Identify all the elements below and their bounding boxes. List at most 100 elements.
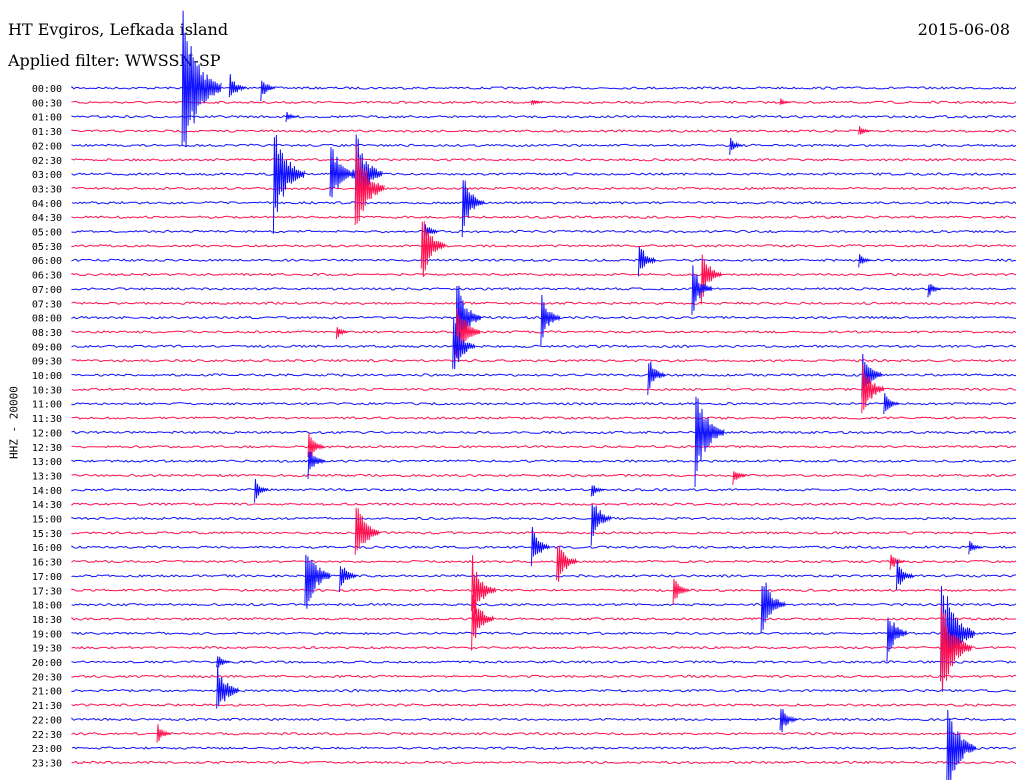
trace-line	[71, 746, 1016, 750]
trace-line	[71, 444, 1017, 449]
event-waveform	[729, 137, 744, 155]
row-time-label: 03:00	[32, 170, 62, 181]
trace-line	[71, 631, 1017, 636]
trace-line	[71, 488, 1017, 492]
trace-line	[71, 172, 1017, 176]
trace-line	[71, 516, 1017, 521]
row-time-label: 00:00	[32, 84, 62, 95]
row-time-label: 01:00	[32, 113, 62, 124]
trace-line	[71, 559, 1017, 564]
trace-line	[71, 186, 1017, 191]
event-waveform	[886, 617, 908, 662]
trace-line	[71, 531, 1017, 535]
trace-line	[71, 244, 1017, 248]
trace-line	[71, 645, 1017, 650]
event-waveform	[307, 433, 325, 459]
trace-line	[71, 616, 1017, 621]
row-time-label: 03:30	[32, 184, 62, 195]
row-time-label: 06:00	[32, 256, 62, 267]
trace-line	[71, 731, 1017, 736]
event-waveform	[216, 656, 231, 668]
trace-line	[71, 473, 1017, 478]
trace-line	[71, 201, 1017, 205]
event-waveform	[156, 724, 172, 743]
trace-line	[71, 301, 1017, 306]
event-waveform	[335, 327, 349, 340]
row-time-label: 08:00	[32, 314, 62, 325]
trace-line	[71, 143, 1017, 148]
event-waveform	[260, 80, 276, 102]
trace-line	[71, 272, 1017, 277]
row-time-label: 22:30	[32, 730, 62, 741]
event-waveform	[691, 265, 713, 315]
row-time-label: 02:00	[32, 141, 62, 152]
event-waveform	[228, 74, 246, 98]
row-time-label: 09:00	[32, 342, 62, 353]
event-waveform	[216, 665, 240, 709]
event-waveform	[927, 283, 942, 298]
event-waveform	[889, 554, 905, 570]
trace-line	[71, 674, 1017, 679]
row-time-label: 11:00	[32, 400, 62, 411]
row-time-label: 10:00	[32, 371, 62, 382]
station-title: HT Evgiros, Lefkada island	[8, 20, 229, 39]
trace-line	[71, 287, 1017, 291]
row-time-label: 11:30	[32, 414, 62, 425]
row-time-label: 07:00	[32, 285, 62, 296]
event-waveform	[895, 560, 914, 591]
event-waveform	[700, 254, 722, 305]
event-waveform	[858, 126, 872, 135]
event-waveform	[420, 221, 446, 277]
trace-line	[71, 459, 1017, 463]
row-time-label: 05:00	[32, 228, 62, 239]
row-time-label: 07:30	[32, 299, 62, 310]
trace-line	[71, 602, 1017, 607]
event-waveform	[940, 604, 972, 691]
trace-line	[71, 100, 1017, 105]
event-waveform	[452, 318, 476, 370]
event-waveform	[647, 361, 666, 395]
event-waveform	[590, 485, 605, 497]
row-time-label: 06:30	[32, 271, 62, 282]
event-waveform	[254, 478, 269, 503]
row-time-label: 14:00	[32, 486, 62, 497]
trace-line	[71, 688, 1017, 693]
event-waveform	[285, 111, 299, 122]
row-time-label: 22:00	[32, 715, 62, 726]
event-waveform	[779, 708, 798, 733]
row-time-label: 19:30	[32, 644, 62, 655]
row-time-label: 00:30	[32, 98, 62, 109]
row-time-label: 15:30	[32, 529, 62, 540]
row-time-label: 02:30	[32, 156, 62, 167]
event-waveform	[181, 10, 222, 148]
event-waveform	[354, 143, 385, 225]
event-waveform	[779, 98, 792, 106]
trace-line	[71, 114, 1017, 119]
event-waveform	[530, 526, 550, 566]
row-time-label: 05:30	[32, 242, 62, 253]
trace-line	[71, 129, 1017, 133]
row-time-label: 01:30	[32, 127, 62, 138]
row-time-label: 23:00	[32, 744, 62, 755]
row-time-label: 15:00	[32, 515, 62, 526]
event-waveform	[307, 451, 326, 479]
event-waveform	[304, 554, 331, 609]
trace-line	[71, 358, 1017, 363]
trace-line	[71, 330, 1017, 334]
trace-line	[71, 574, 1016, 578]
trace-line	[71, 416, 1017, 420]
event-waveform	[556, 545, 578, 582]
row-time-label: 04:30	[32, 213, 62, 224]
trace-line	[71, 373, 1017, 377]
row-time-label: 17:00	[32, 572, 62, 583]
record-date: 2015-06-08	[917, 20, 1010, 39]
trace-line	[71, 85, 1017, 90]
row-time-label: 14:30	[32, 500, 62, 511]
trace-line	[71, 401, 1017, 406]
event-waveform	[329, 147, 355, 198]
row-time-label: 21:00	[32, 687, 62, 698]
trace-line	[71, 157, 1017, 162]
event-waveform	[694, 396, 725, 487]
row-time-label: 12:30	[32, 443, 62, 454]
